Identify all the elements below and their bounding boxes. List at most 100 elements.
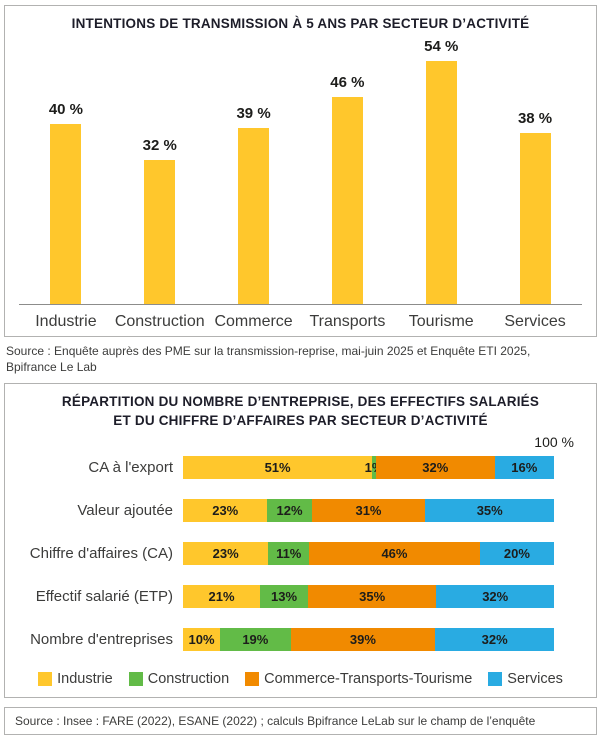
segment-label: 23%: [212, 502, 239, 518]
bar-segment: 32%: [436, 584, 554, 608]
stacked-bar-row: Chiffre d'affaires (CA) 23% 11% 46% 20%: [13, 541, 554, 565]
bar: [238, 128, 270, 305]
bar-column: 40 %: [19, 33, 113, 305]
segment-label: 11%: [276, 545, 302, 561]
bar-value-label: 46 %: [330, 74, 365, 92]
legend-label: Services: [507, 670, 563, 687]
segment-label: 32%: [481, 631, 508, 647]
repartition-chart: RÉPARTITION DU NOMBRE D’ENTREPRISE, DES …: [4, 383, 597, 698]
transmission-chart: INTENTIONS DE TRANSMISSION À 5 ANS PAR S…: [4, 5, 597, 337]
stacked-bar: 21% 13% 35% 32%: [183, 584, 554, 608]
segment-label: 32%: [422, 459, 449, 475]
source-note-bottom: Source : Insee : FARE (2022), ESANE (202…: [4, 706, 597, 735]
legend-swatch: [38, 671, 53, 686]
x-axis-label: Tourisme: [408, 313, 474, 331]
bar-segment: 16%: [494, 455, 554, 479]
bar: [425, 61, 457, 305]
chart-title-line1: RÉPARTITION DU NOMBRE D’ENTREPRISE, DES …: [61, 394, 540, 410]
bar-value-label: 54 %: [424, 38, 459, 56]
legend-label: Commerce-Transports-Tourisme: [264, 670, 473, 687]
stacked-bar-row: Nombre d'entreprises 10% 19% 39% 32%: [13, 627, 554, 651]
stacked-bar-row: Valeur ajoutée 23% 12% 31% 35%: [13, 498, 554, 522]
bar-segment: 21%: [183, 584, 261, 608]
segment-label: 31%: [355, 502, 382, 518]
bar-segment: 20%: [479, 541, 554, 565]
row-label: Valeur ajoutée: [77, 501, 173, 519]
stacked-bar: 23% 12% 31% 35%: [183, 498, 554, 522]
legend-item: Services: [488, 671, 563, 687]
x-axis-label: Industrie: [35, 313, 97, 331]
bar-column: 32 %: [113, 33, 207, 305]
bar-segment: 46%: [309, 541, 480, 565]
row-label: Nombre d'entreprises: [30, 630, 173, 648]
bar: [519, 133, 551, 305]
legend-swatch: [128, 671, 143, 686]
segment-label: 32%: [482, 588, 509, 604]
bar: [331, 97, 363, 305]
segment-label: 12%: [276, 502, 303, 518]
segment-label: 51%: [264, 459, 291, 475]
legend: Industrie Construction Commerce-Transports…: [5, 671, 596, 687]
bar: [144, 160, 176, 305]
bar-plot-area: 40 % 32 % 39 % 46 % 54 % 38 %: [19, 33, 582, 306]
bar-column: 38 %: [488, 33, 582, 305]
bar-segment: 35%: [307, 584, 437, 608]
x-axis-labels: Industrie Construction Commerce Transports T…: [19, 305, 582, 341]
chart-title-line2: ET DU CHIFFRE D’AFFAIRES PAR SECTEUR D’A…: [113, 412, 488, 428]
bar-segment: 31%: [311, 498, 426, 522]
bar-segment: 13%: [260, 584, 308, 608]
stacked-bar-row: CA à l'export 51% 1% 32% 16%: [13, 455, 554, 479]
chart-title: INTENTIONS DE TRANSMISSION À 5 ANS PAR S…: [71, 16, 530, 31]
bar-column: 39 %: [207, 33, 301, 305]
bar-value-label: 39 %: [236, 105, 271, 123]
x-axis-label: Construction: [114, 313, 205, 331]
segment-label: 35%: [359, 588, 386, 604]
legend-swatch: [488, 671, 503, 686]
segment-label: 10%: [188, 631, 215, 647]
bar-value-label: 40 %: [48, 101, 84, 119]
axis-max-label: 100 %: [534, 433, 574, 450]
row-label: Chiffre d'affaires (CA): [29, 544, 173, 562]
bar-segment: 39%: [290, 627, 436, 651]
bar-segment: 51%: [183, 455, 373, 479]
bar-column: 54 %: [394, 33, 488, 305]
legend-label: Industrie: [57, 670, 113, 687]
stacked-bar-rows: CA à l'export 51% 1% 32% 16% Valeur ajoutée 23…: [13, 455, 554, 651]
legend-swatch: [245, 671, 260, 686]
stacked-bar: 10% 19% 39% 32%: [183, 627, 554, 651]
segment-label: 13%: [270, 588, 298, 604]
legend-item: Construction: [128, 670, 230, 687]
bar-segment: 19%: [220, 627, 291, 651]
bar-value-label: 32 %: [142, 137, 177, 155]
segment-label: 19%: [242, 631, 269, 647]
segment-label: 16%: [511, 459, 538, 475]
x-axis-label: Commerce: [214, 313, 293, 331]
row-label: Effectif salarié (ETP): [35, 587, 173, 605]
x-axis-label: Services: [504, 313, 566, 331]
bar-segment: 12%: [267, 498, 312, 522]
bar-segment: 23%: [183, 541, 269, 565]
stacked-bar: 51% 1% 32% 16%: [183, 455, 554, 479]
segment-label: 46%: [381, 545, 408, 561]
legend-item: Industrie: [38, 671, 113, 687]
bar-segment: 35%: [425, 498, 554, 522]
bar-column: 46 %: [300, 33, 394, 305]
row-label: CA à l'export: [88, 458, 173, 476]
stacked-bar-row: Effectif salarié (ETP) 21% 13% 35% 32%: [13, 584, 554, 608]
segment-label: 39%: [349, 631, 376, 647]
legend-label: Construction: [147, 670, 230, 687]
bar-segment: 32%: [375, 455, 495, 479]
stacked-bar: 23% 11% 46% 20%: [183, 541, 554, 565]
bar-segment: 10%: [183, 627, 221, 651]
bar: [50, 124, 82, 305]
bar-segment: 32%: [435, 627, 554, 651]
bar-segment: 23%: [183, 498, 268, 522]
segment-label: 35%: [476, 502, 503, 518]
segment-label: 20%: [503, 545, 530, 561]
legend-item: Commerce-Transports-Tourisme: [245, 671, 472, 687]
segment-label: 21%: [208, 588, 235, 604]
x-axis-label: Transports: [309, 313, 386, 331]
source-note-top: Source : Enquête auprès des PME sur la t…: [6, 344, 531, 375]
segment-label: 23%: [212, 545, 239, 561]
